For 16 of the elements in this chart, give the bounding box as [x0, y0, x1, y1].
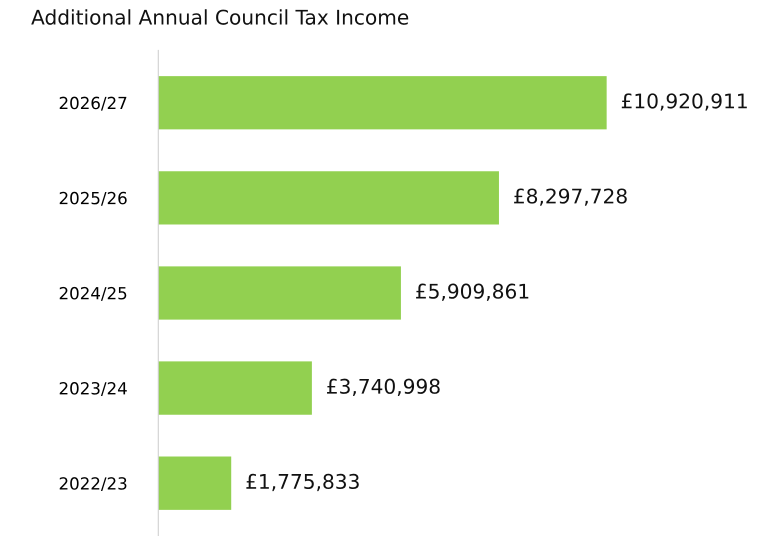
bar: [158, 456, 232, 510]
data-label: £10,920,911: [622, 93, 747, 111]
y-tick-label: 2023/24: [60, 382, 127, 396]
data-label: £5,909,861: [416, 284, 528, 301]
data-label: £1,775,833: [246, 474, 359, 492]
y-tick-label: 2022/23: [60, 477, 126, 492]
bar: [158, 76, 607, 130]
y-tick-label: 2024/25: [60, 286, 126, 301]
data-label: £3,740,998: [327, 378, 440, 396]
bar: [158, 266, 401, 320]
bar: [158, 361, 312, 415]
chart-title: Additional Annual Council Tax Income: [31, 9, 408, 25]
data-label: £8,297,728: [514, 188, 627, 206]
y-tick-label: 2026/27: [60, 96, 126, 111]
y-tick-label: 2025/26: [60, 192, 127, 206]
bar: [158, 171, 499, 224]
